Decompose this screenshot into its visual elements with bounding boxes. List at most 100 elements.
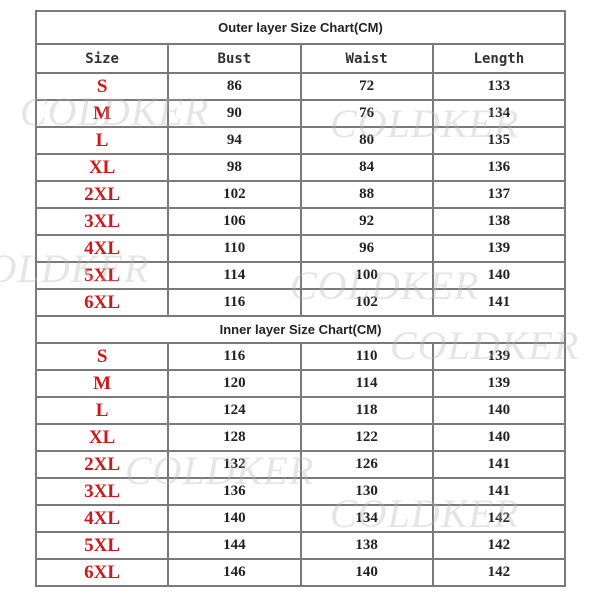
outer-size-row: 6XL 116 102 141 [34, 288, 567, 317]
bust-cell: 136 [167, 477, 302, 506]
header-waist: Waist [299, 43, 434, 74]
waist-cell: 100 [299, 261, 434, 290]
bust-cell: 116 [167, 342, 302, 371]
outer-size-row: 5XL 114 100 140 [34, 261, 567, 290]
waist-cell: 102 [299, 288, 434, 317]
outer-size-row: 4XL 110 96 139 [34, 234, 567, 263]
bust-cell: 114 [167, 261, 302, 290]
waist-cell: 138 [299, 531, 434, 560]
waist-cell: 122 [299, 423, 434, 452]
size-cell: XL [34, 423, 170, 452]
bust-cell: 124 [167, 396, 302, 425]
waist-cell: 96 [299, 234, 434, 263]
waist-cell: 140 [299, 558, 434, 587]
bust-cell: 90 [167, 99, 302, 128]
inner-size-row: 6XL 146 140 142 [34, 558, 567, 587]
size-cell: L [34, 126, 170, 155]
waist-cell: 80 [299, 126, 434, 155]
size-cell: L [34, 396, 170, 425]
bust-cell: 86 [167, 72, 302, 101]
length-cell: 140 [431, 396, 567, 425]
waist-cell: 76 [299, 99, 434, 128]
length-cell: 142 [431, 558, 567, 587]
size-cell: 3XL [34, 207, 170, 236]
size-cell: XL [34, 153, 170, 182]
bust-cell: 140 [167, 504, 302, 533]
size-cell: 2XL [34, 450, 170, 479]
bust-cell: 120 [167, 369, 302, 398]
inner-size-row: 4XL 140 134 142 [34, 504, 567, 533]
size-cell: 5XL [34, 531, 170, 560]
header-length: Length [431, 43, 567, 74]
inner-size-row: XL 128 122 140 [34, 423, 567, 452]
size-cell: 6XL [34, 558, 170, 587]
waist-cell: 126 [299, 450, 434, 479]
waist-cell: 114 [299, 369, 434, 398]
bust-cell: 106 [167, 207, 302, 236]
length-cell: 139 [431, 369, 567, 398]
outer-title: Outer layer Size Chart(CM) [35, 10, 566, 45]
waist-cell: 92 [299, 207, 434, 236]
inner-title: Inner layer Size Chart(CM) [35, 315, 566, 344]
bust-cell: 94 [167, 126, 302, 155]
length-cell: 141 [431, 450, 567, 479]
bust-cell: 98 [167, 153, 302, 182]
inner-size-row: 2XL 132 126 141 [34, 450, 567, 479]
outer-size-row: M 90 76 134 [34, 99, 567, 128]
header-size: Size [34, 43, 170, 74]
length-cell: 140 [431, 261, 567, 290]
length-cell: 138 [431, 207, 567, 236]
bust-cell: 132 [167, 450, 302, 479]
size-cell: 2XL [34, 180, 170, 209]
size-cell: 5XL [34, 261, 170, 290]
inner-size-row: 3XL 136 130 141 [34, 477, 567, 506]
length-cell: 134 [431, 99, 567, 128]
outer-title-row: Outer layer Size Chart(CM) [35, 10, 566, 45]
bust-cell: 128 [167, 423, 302, 452]
inner-size-row: L 124 118 140 [34, 396, 567, 425]
bust-cell: 102 [167, 180, 302, 209]
inner-size-row: 5XL 144 138 142 [34, 531, 567, 560]
length-cell: 139 [431, 234, 567, 263]
size-cell: 4XL [34, 234, 170, 263]
inner-title-row: Inner layer Size Chart(CM) [35, 315, 566, 344]
bust-cell: 110 [167, 234, 302, 263]
size-chart-table: Outer layer Size Chart(CM) Size Bust Wai… [34, 10, 567, 587]
waist-cell: 118 [299, 396, 434, 425]
length-cell: 142 [431, 504, 567, 533]
waist-cell: 110 [299, 342, 434, 371]
waist-cell: 72 [299, 72, 434, 101]
waist-cell: 130 [299, 477, 434, 506]
size-cell: 4XL [34, 504, 170, 533]
length-cell: 133 [431, 72, 567, 101]
bust-cell: 146 [167, 558, 302, 587]
inner-size-row: S 116 110 139 [34, 342, 567, 371]
waist-cell: 84 [299, 153, 434, 182]
outer-size-row: 3XL 106 92 138 [34, 207, 567, 236]
inner-size-row: M 120 114 139 [34, 369, 567, 398]
header-row: Size Bust Waist Length [34, 43, 567, 74]
size-cell: S [34, 72, 170, 101]
size-cell: S [34, 342, 170, 371]
length-cell: 141 [431, 288, 567, 317]
outer-size-row: S 86 72 133 [34, 72, 567, 101]
waist-cell: 88 [299, 180, 434, 209]
size-cell: M [34, 369, 170, 398]
size-cell: 6XL [34, 288, 170, 317]
outer-size-row: L 94 80 135 [34, 126, 567, 155]
outer-size-row: XL 98 84 136 [34, 153, 567, 182]
size-cell: 3XL [34, 477, 170, 506]
length-cell: 135 [431, 126, 567, 155]
waist-cell: 134 [299, 504, 434, 533]
size-cell: M [34, 99, 170, 128]
length-cell: 141 [431, 477, 567, 506]
length-cell: 142 [431, 531, 567, 560]
length-cell: 139 [431, 342, 567, 371]
length-cell: 140 [431, 423, 567, 452]
bust-cell: 144 [167, 531, 302, 560]
length-cell: 136 [431, 153, 567, 182]
bust-cell: 116 [167, 288, 302, 317]
outer-size-row: 2XL 102 88 137 [34, 180, 567, 209]
length-cell: 137 [431, 180, 567, 209]
header-bust: Bust [167, 43, 302, 74]
